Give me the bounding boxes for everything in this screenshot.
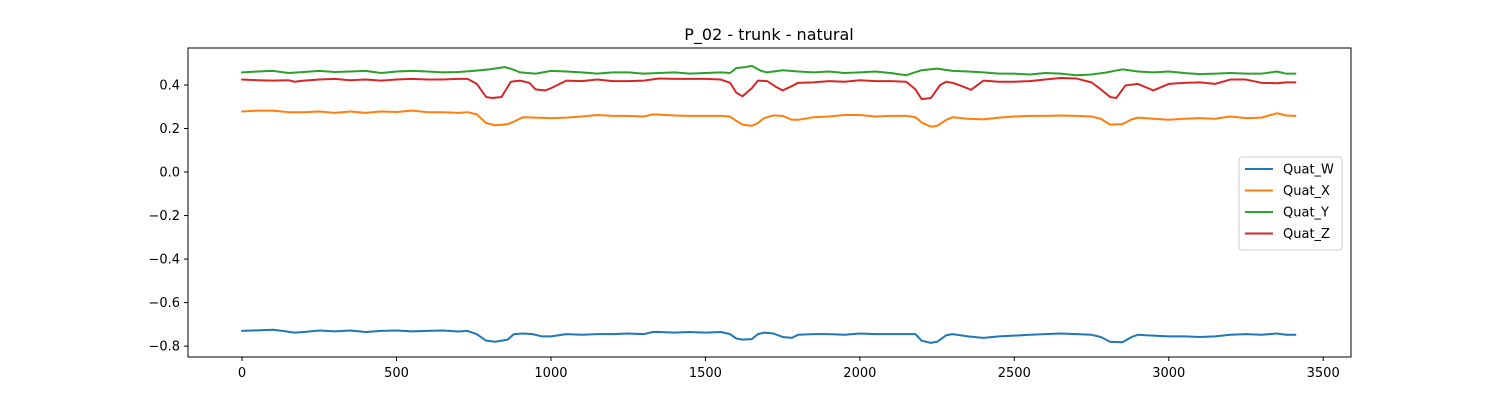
x-tick-label: 3000 [1152,366,1185,381]
x-tick-label: 1500 [689,366,722,381]
legend-label: Quat_X [1283,184,1330,199]
y-tick-label: −0.6 [148,296,180,311]
x-tick-label: 2500 [998,366,1031,381]
series-line-quat-x [241,109,1297,128]
x-tick-label: 1000 [534,366,567,381]
plot-frame [187,47,1352,358]
x-axis: 0 500 1000 1500 2000 2500 3000 3500 [238,357,1340,381]
x-tick-label: 500 [384,366,409,381]
legend: Quat_W Quat_X Quat_Y Quat_Z [1238,156,1343,251]
legend-label: Quat_W [1283,163,1334,178]
y-tick-label: 0.2 [159,122,180,137]
series-line-quat-w [241,328,1297,344]
y-tick-label: 0.0 [159,166,180,181]
legend-label: Quat_Y [1283,206,1329,221]
y-tick-label: −0.8 [148,340,180,355]
series-line-quat-z [241,77,1297,101]
legend-box [1238,156,1343,251]
y-axis: −0.8 −0.6 −0.4 −0.2 0.0 0.2 0.4 [148,78,188,355]
x-tick-label: 3500 [1307,366,1340,381]
legend-label: Quat_Z [1283,227,1330,242]
x-tick-label: 0 [238,366,246,381]
y-tick-label: −0.4 [148,253,180,268]
plot-area [241,64,1297,344]
series-line-quat-y [241,64,1297,77]
x-tick-label: 2000 [843,366,876,381]
y-tick-label: 0.4 [159,78,180,93]
chart-title: P_02 - trunk - natural [684,25,853,45]
y-tick-label: −0.2 [148,209,180,224]
